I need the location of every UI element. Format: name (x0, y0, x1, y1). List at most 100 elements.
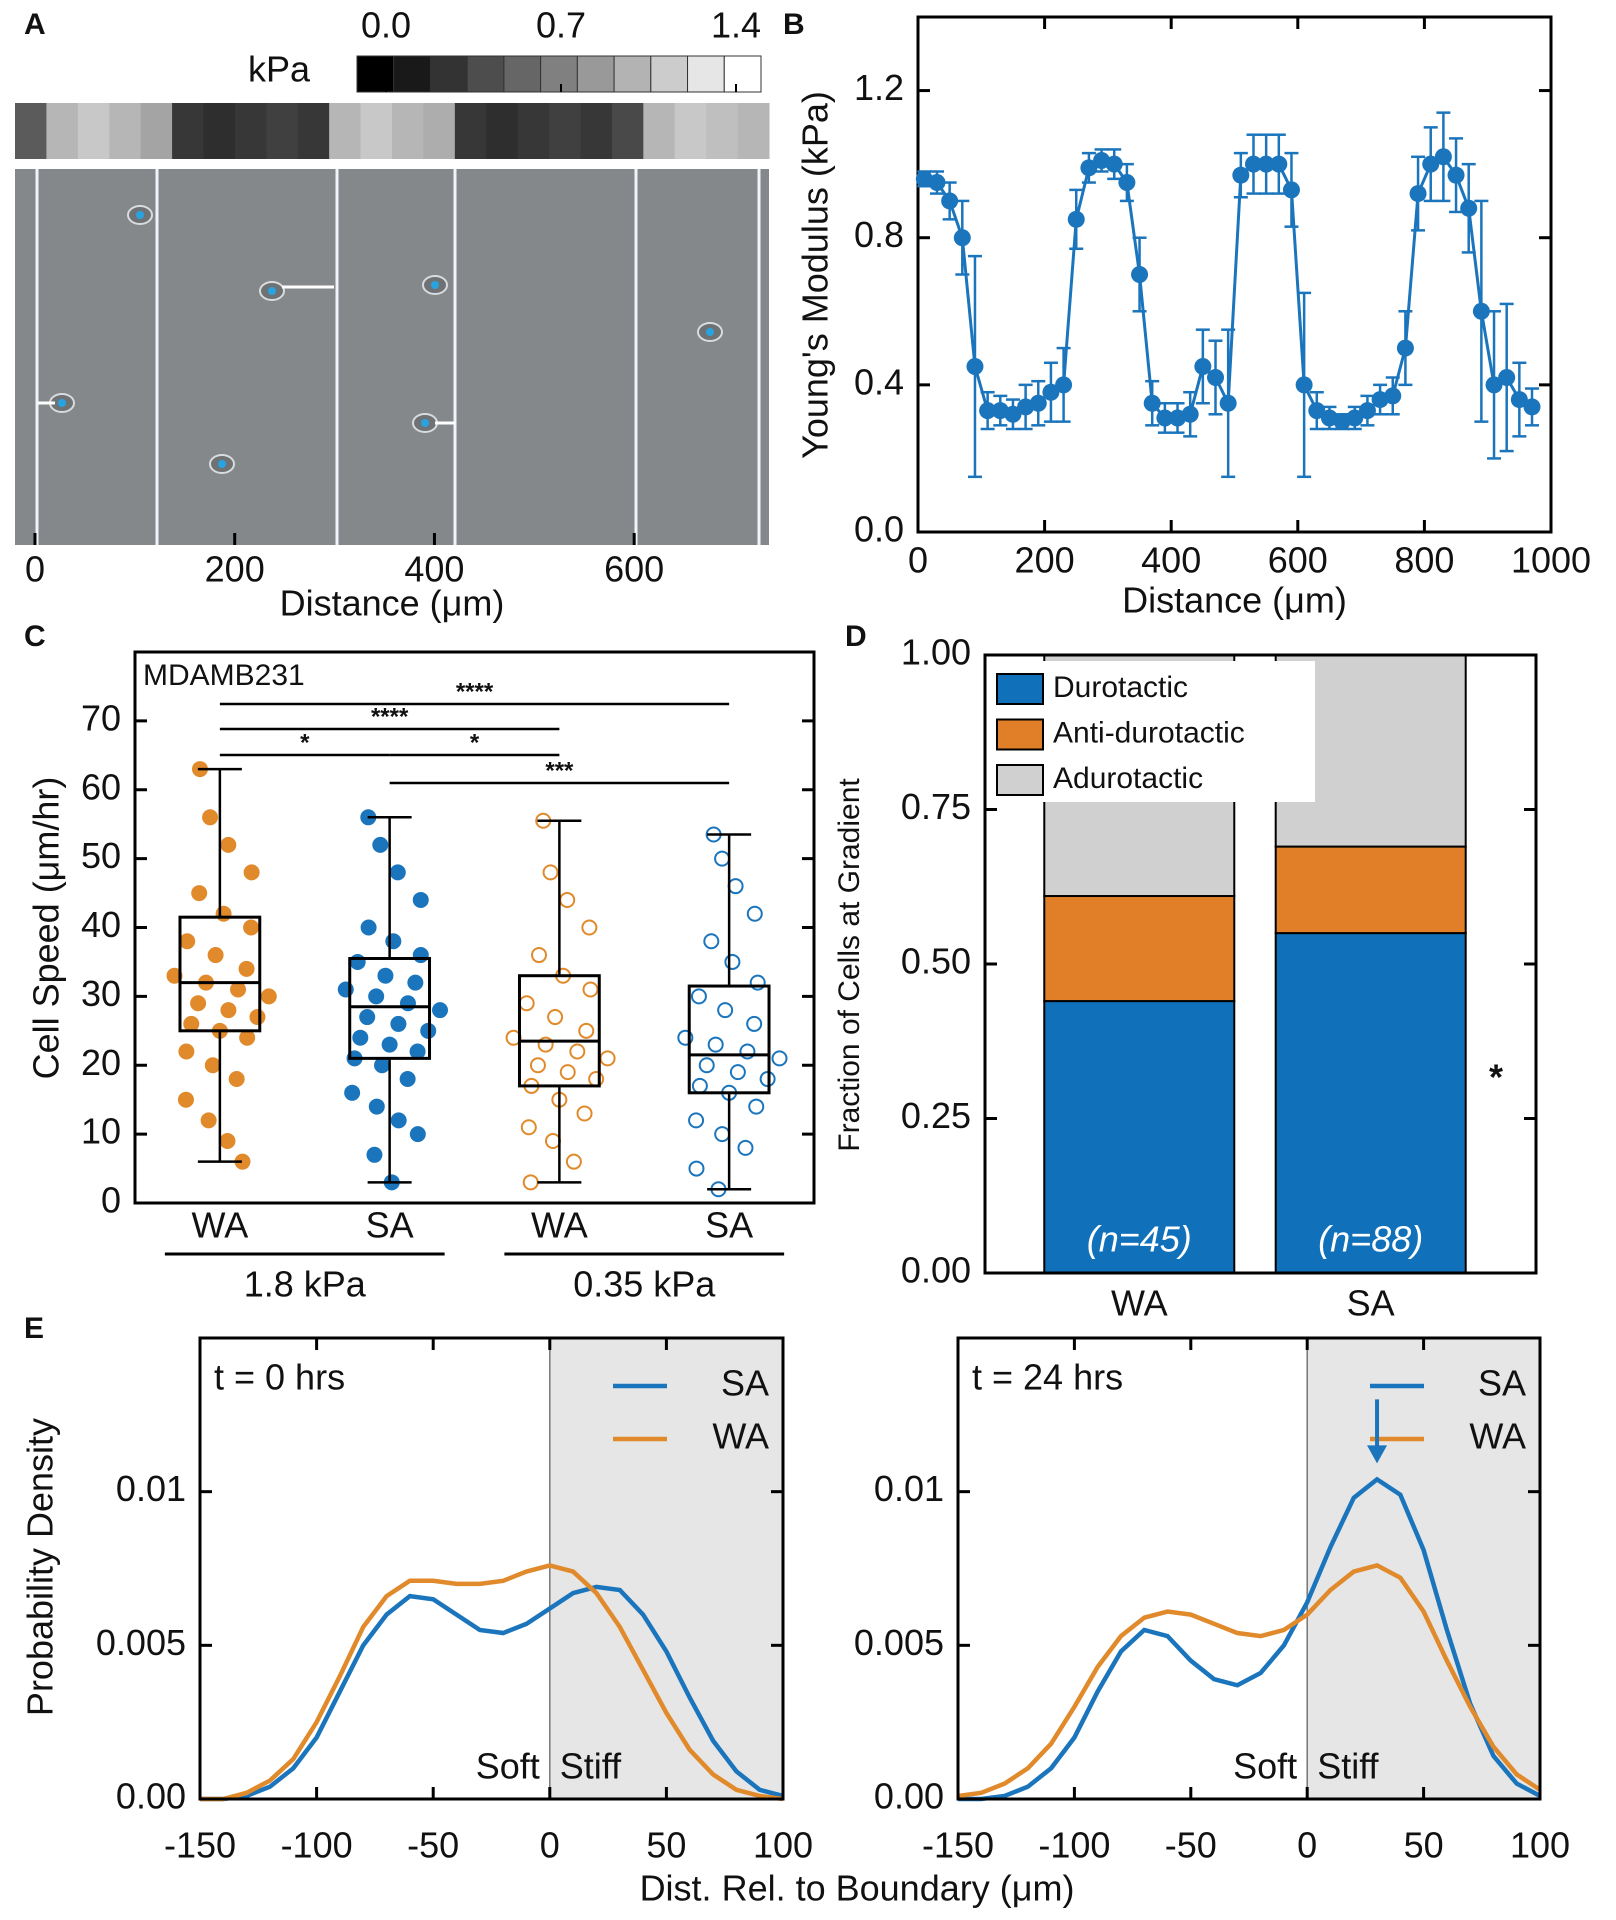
data-point (714, 1126, 731, 1143)
data-point (366, 1146, 383, 1163)
panel-letter: E (24, 1312, 44, 1345)
x-axis-label: Distance (μm) (1122, 580, 1347, 621)
stiffness-cell (737, 103, 770, 159)
data-point (1346, 409, 1364, 427)
region-label: Stiff (1317, 1746, 1379, 1787)
cell-nucleus (706, 328, 714, 336)
annotation: t = 24 hrs (972, 1357, 1123, 1398)
legend-label: WA (712, 1416, 769, 1457)
stiffness-cell (486, 103, 519, 159)
x-tick-label: WA (192, 1205, 249, 1246)
data-point (717, 1002, 734, 1019)
data-point (522, 1174, 539, 1191)
y-tick-label: 0 (101, 1180, 121, 1221)
data-point (582, 981, 599, 998)
data-point (1472, 302, 1490, 320)
data-point (714, 850, 731, 867)
stiffness-cell (172, 103, 204, 159)
bar-label: (n=88) (1318, 1219, 1423, 1260)
data-point (390, 1015, 407, 1032)
stiffness-cell (706, 103, 739, 159)
data-point (204, 1057, 221, 1074)
data-point (243, 864, 260, 881)
data-point (1055, 376, 1073, 394)
peak-arrowhead (1367, 1445, 1388, 1464)
plot-frame (198, 1336, 785, 1801)
stiffness-cell (454, 103, 487, 159)
stiffness-cell (297, 103, 330, 159)
region-label: Stiff (560, 1746, 622, 1787)
stiffness-cell (109, 103, 142, 159)
plot-frame (916, 15, 1553, 534)
y-tick-label: 30 (81, 973, 121, 1014)
y-tick-label: 0.00 (901, 1250, 971, 1291)
x-tick-label: 0 (1297, 1825, 1317, 1866)
data-point (1156, 409, 1174, 427)
data-point (360, 919, 377, 936)
stiffness-cell (329, 103, 362, 159)
data-point (1181, 405, 1199, 423)
data-point (166, 967, 183, 984)
data-point (588, 1071, 605, 1088)
data-point (1282, 181, 1300, 199)
y-axis-label: Probability Density (20, 1418, 61, 1716)
data-point (409, 1043, 426, 1060)
data-point (260, 988, 277, 1005)
legend-swatch (996, 718, 1044, 751)
legend-box (991, 661, 1315, 802)
x-tick-label: -100 (281, 1825, 353, 1866)
data-point (409, 1126, 426, 1143)
box (178, 915, 262, 1033)
data-point (1358, 402, 1376, 420)
y-tick-label: 60 (81, 766, 121, 807)
group-label: 1.8 kPa (244, 1264, 367, 1305)
x-tick-label: 200 (1015, 540, 1075, 581)
stiffness-cell (517, 103, 550, 159)
x-tick-label: -100 (1038, 1825, 1110, 1866)
data-point (381, 1036, 398, 1053)
bar-segment (1274, 932, 1467, 1274)
data-point (399, 1071, 416, 1088)
y-tick-label: 10 (81, 1111, 121, 1152)
data-point (569, 1043, 586, 1060)
data-point (1131, 266, 1149, 283)
data-point (1384, 387, 1402, 405)
stiffness-cell (392, 103, 424, 159)
data-point (565, 1153, 582, 1170)
data-point (239, 1029, 256, 1046)
cell-nucleus (58, 399, 66, 407)
data-point (1295, 376, 1313, 394)
stiffness-cell (549, 103, 581, 159)
data-point (1409, 185, 1427, 203)
y-tick-label: 0.8 (854, 214, 904, 255)
x-tick-label: -150 (164, 1825, 236, 1866)
x-tick-label: 400 (404, 549, 464, 590)
data-point (520, 1119, 537, 1136)
data-point (688, 1112, 705, 1129)
data-point (578, 1022, 595, 1039)
data-point (748, 1098, 765, 1115)
cell-nucleus (136, 211, 144, 219)
data-point (1029, 394, 1047, 412)
data-point (703, 933, 720, 950)
data-point (228, 1071, 245, 1088)
bar-segment (1274, 845, 1467, 935)
y-axis-label: Cell Speed (μm/hr) (26, 777, 67, 1080)
legend-label: Adurotactic (1053, 762, 1203, 795)
data-point (377, 967, 394, 984)
y-tick-label: 40 (81, 904, 121, 945)
data-point (953, 229, 971, 247)
data-point (966, 357, 984, 375)
data-point (729, 1064, 746, 1081)
y-tick-label: 0.005 (96, 1622, 186, 1663)
data-point (1523, 398, 1541, 416)
data-point (219, 1133, 236, 1150)
data-point (1447, 166, 1465, 184)
y-tick-label: 70 (81, 697, 121, 738)
density-curve (958, 1476, 1542, 1802)
significance-label: * (470, 729, 480, 756)
x-tick-label: 400 (1141, 540, 1201, 581)
significance-label: *** (545, 757, 574, 784)
data-point (724, 953, 741, 970)
